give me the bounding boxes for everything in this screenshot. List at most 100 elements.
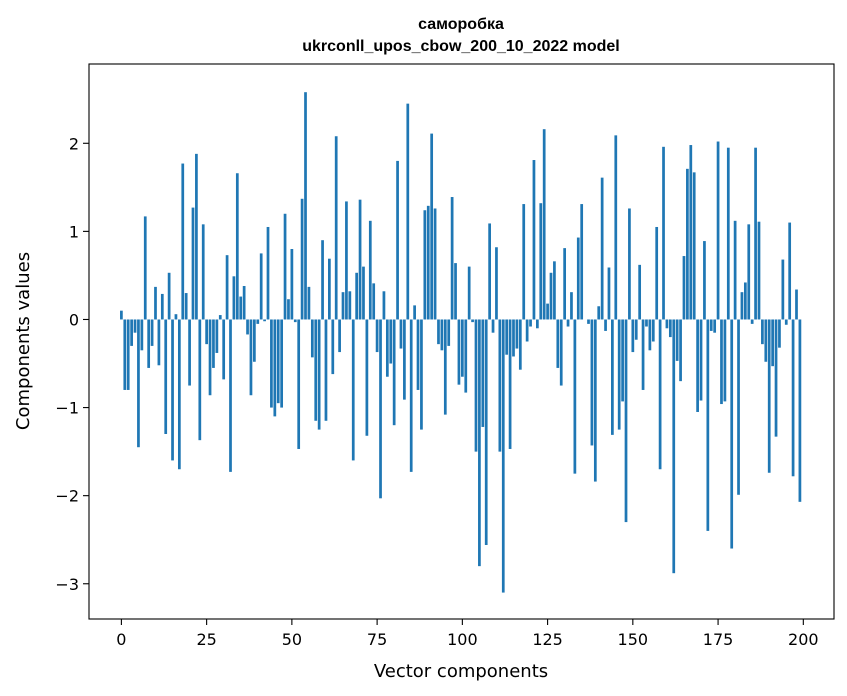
bar-92 (433, 208, 437, 320)
bar-114 (508, 319, 512, 449)
bar-85 (409, 319, 413, 472)
bar-172 (706, 319, 710, 531)
bar-176 (720, 319, 723, 405)
bar-120 (529, 319, 532, 327)
bar-49 (287, 299, 290, 320)
bar-194 (781, 259, 785, 320)
bars-group (120, 92, 802, 593)
chart-title-line1: саморобка (418, 16, 504, 33)
x-tick-label: 175 (703, 630, 734, 649)
bar-135 (580, 204, 584, 320)
bar-110 (495, 247, 498, 320)
bar-45 (273, 319, 277, 417)
y-tick-label: 0 (69, 310, 79, 329)
bar-97 (450, 197, 454, 320)
bar-121 (532, 160, 536, 320)
bar-126 (549, 272, 553, 320)
bar-50 (290, 249, 294, 320)
bar-109 (491, 319, 495, 333)
bar-162 (672, 319, 676, 574)
bar-20 (188, 319, 191, 386)
bar-146 (617, 319, 621, 430)
bar-167 (689, 145, 693, 320)
bar-78 (385, 319, 389, 377)
bar-22 (195, 153, 198, 320)
bar-174 (713, 319, 717, 333)
bar-56 (310, 319, 314, 358)
bar-186 (754, 147, 757, 320)
bar-73 (368, 220, 372, 320)
bar-61 (328, 258, 331, 320)
bar-80 (392, 319, 396, 426)
bar-10 (154, 286, 157, 320)
bar-171 (703, 241, 706, 320)
bar-134 (576, 237, 580, 320)
y-axis: −3 −2 −1 0 1 2 (55, 134, 89, 594)
bar-196 (788, 222, 792, 320)
bar-101 (464, 319, 468, 393)
bar-150 (631, 319, 635, 353)
bar-139 (593, 319, 597, 482)
bar-48 (283, 213, 287, 320)
bar-89 (423, 210, 427, 320)
bar-1 (123, 319, 127, 390)
bar-138 (590, 319, 594, 446)
bar-96 (447, 319, 451, 346)
bar-130 (563, 248, 567, 320)
bar-111 (498, 319, 502, 452)
bar-102 (467, 266, 471, 320)
bar-153 (641, 319, 645, 390)
bar-52 (297, 319, 301, 449)
bar-32 (229, 319, 232, 472)
bar-105 (478, 319, 481, 567)
y-tick-label: −3 (55, 575, 79, 594)
bar-187 (757, 221, 761, 320)
bar-14 (167, 272, 171, 320)
bar-38 (249, 319, 253, 396)
bar-198 (795, 289, 798, 320)
bar-195 (784, 319, 788, 325)
bar-132 (570, 292, 573, 320)
bar-147 (621, 319, 624, 402)
bar-199 (798, 319, 802, 502)
bar-108 (488, 223, 491, 320)
bar-157 (655, 226, 659, 320)
bar-75 (375, 319, 379, 353)
bar-164 (679, 319, 682, 382)
bar-100 (460, 319, 464, 377)
bar-9 (150, 319, 154, 346)
bar-72 (365, 319, 369, 436)
bar-5 (137, 319, 140, 448)
x-tick-label: 200 (788, 630, 819, 649)
bar-79 (389, 319, 393, 364)
bar-65 (341, 292, 345, 320)
bar-116 (515, 319, 519, 349)
bar-84 (406, 103, 410, 320)
bar-51 (293, 319, 297, 323)
bar-62 (331, 319, 335, 375)
bar-129 (559, 319, 563, 386)
x-axis-label: Vector components (374, 661, 548, 682)
bar-83 (403, 319, 406, 400)
bar-76 (379, 319, 382, 499)
bar-31 (225, 255, 229, 320)
bar-104 (474, 319, 478, 452)
bar-165 (682, 256, 686, 320)
bar-4 (133, 319, 137, 333)
bar-133 (573, 319, 577, 474)
bar-170 (699, 319, 703, 401)
bar-90 (426, 205, 430, 320)
bar-180 (733, 220, 737, 320)
bar-93 (437, 319, 440, 345)
bar-128 (556, 319, 560, 368)
bar-68 (351, 319, 355, 461)
bar-107 (484, 319, 488, 545)
bar-175 (716, 141, 720, 320)
bar-69 (355, 272, 359, 320)
bar-6 (140, 319, 144, 351)
y-tick-label: 1 (69, 222, 79, 241)
bar-25 (205, 319, 208, 345)
bar-98 (454, 263, 457, 320)
bar-163 (675, 319, 679, 361)
